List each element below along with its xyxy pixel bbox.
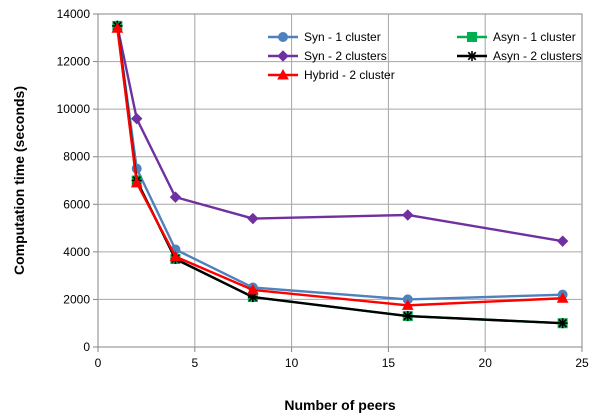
legend-marker [278, 32, 288, 42]
data-point [169, 191, 182, 203]
data-point [247, 212, 259, 225]
legend-marker [467, 32, 477, 42]
y-tick-label: 0 [83, 340, 90, 354]
legend-item: Hybrid - 2 cluster [268, 68, 395, 82]
y-tick-label: 6000 [63, 197, 90, 211]
legend-label: Asyn - 2 clusters [493, 49, 582, 63]
legend-label: Syn - 2 clusters [304, 49, 387, 63]
legend: Syn - 1 cluster Asyn - 1 cluster Syn - 2 c… [268, 30, 582, 82]
legend-item: Syn - 1 cluster [268, 30, 381, 44]
legend-label: Syn - 1 cluster [304, 30, 381, 44]
data-point [402, 209, 414, 221]
data-point [556, 292, 569, 303]
y-tick-label: 12000 [57, 55, 91, 69]
x-tick-label: 20 [479, 356, 493, 370]
x-tick-label: 0 [95, 356, 102, 370]
y-tick-label: 2000 [63, 292, 90, 306]
series-line [116, 25, 563, 243]
legend-item: Syn - 2 clusters [268, 49, 387, 63]
series-line [116, 28, 563, 307]
x-tick-label: 25 [575, 356, 589, 370]
series-group [111, 20, 569, 329]
y-tick-label: 10000 [57, 102, 91, 116]
legend-marker [277, 68, 289, 80]
x-tick-label: 10 [285, 356, 299, 370]
axes: 0 5 10 15 20 25 0 2000 4000 6000 8000 10000 12000 140… [57, 7, 589, 370]
x-axis-title: Number of peers [284, 397, 395, 413]
legend-item: Asyn - 2 clusters [457, 49, 582, 63]
data-point [131, 112, 143, 125]
plot-area [97, 13, 583, 348]
data-point [111, 22, 124, 33]
data-point [402, 311, 413, 322]
y-axis-title: Computation time (seconds) [11, 86, 27, 275]
y-tick-label: 8000 [63, 150, 90, 164]
y-tick-label: 4000 [63, 245, 90, 259]
x-tick-label: 5 [191, 356, 198, 370]
series-line [116, 25, 563, 301]
legend-marker [277, 50, 289, 62]
grid [97, 13, 583, 348]
data-point [556, 235, 569, 247]
data-point [169, 250, 182, 262]
legend-label: Hybrid - 2 cluster [304, 68, 395, 82]
data-point [130, 176, 143, 188]
data-point [557, 318, 568, 329]
legend-marker [467, 51, 477, 61]
legend-label: Asyn - 1 cluster [493, 30, 576, 44]
data-point [401, 299, 414, 310]
y-tick-label: 14000 [57, 7, 91, 21]
series-triangle [111, 22, 569, 310]
x-tick-label: 15 [382, 356, 396, 370]
data-point [247, 283, 259, 295]
legend-item: Asyn - 1 cluster [457, 30, 576, 44]
